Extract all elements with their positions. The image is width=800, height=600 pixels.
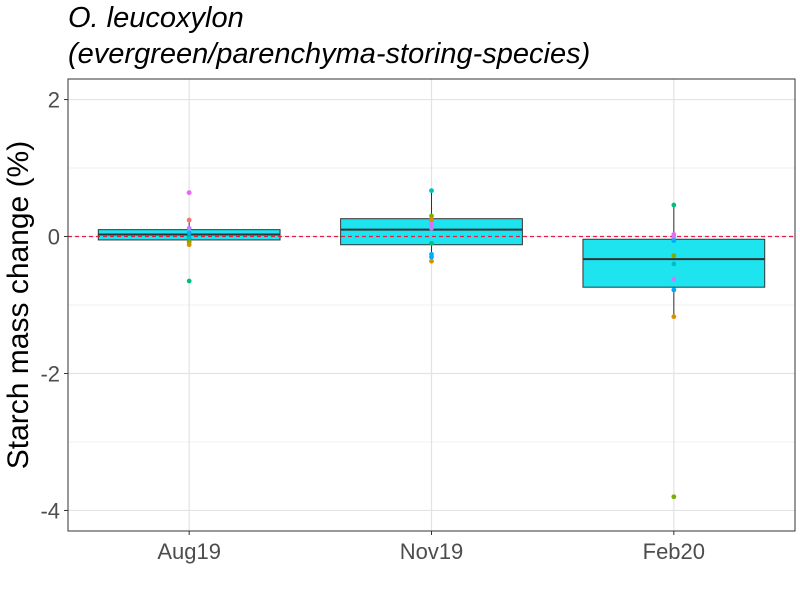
data-point xyxy=(429,213,434,219)
data-point xyxy=(429,217,434,223)
data-point xyxy=(671,261,677,267)
data-point xyxy=(186,278,192,284)
data-point xyxy=(186,230,192,236)
data-point xyxy=(671,202,677,208)
x-tick-label: Feb20 xyxy=(643,539,705,564)
y-axis-label: Starch mass change (%) xyxy=(2,141,35,469)
data-point xyxy=(671,238,677,244)
data-point xyxy=(186,242,192,248)
data-point xyxy=(429,188,434,194)
data-point xyxy=(429,221,434,227)
data-point xyxy=(186,190,192,196)
x-tick-label: Aug19 xyxy=(157,539,221,564)
data-point xyxy=(186,225,192,231)
data-point xyxy=(429,258,434,264)
y-tick-label: 0 xyxy=(48,225,60,250)
data-point xyxy=(186,235,192,241)
chart-title-line2: (evergreen/parenchyma-storing-species) xyxy=(68,38,591,70)
y-tick-label: -2 xyxy=(40,361,60,386)
data-point xyxy=(671,494,677,500)
chart-title-line1: O. leucoxylon xyxy=(68,2,244,34)
x-tick-label: Nov19 xyxy=(400,539,464,564)
points-layer xyxy=(186,188,677,500)
x-axis-ticks: Aug19 Nov19 Feb20 xyxy=(157,531,705,564)
data-point xyxy=(186,217,192,223)
data-point xyxy=(429,240,434,246)
data-point xyxy=(671,253,677,259)
box-feb20 xyxy=(582,205,766,317)
data-point xyxy=(671,314,677,320)
y-tick-label: 2 xyxy=(48,88,60,113)
data-point xyxy=(429,225,434,231)
data-point xyxy=(671,232,677,237)
data-point xyxy=(671,287,677,293)
y-tick-label: -4 xyxy=(40,498,60,523)
data-point xyxy=(671,276,677,282)
data-point xyxy=(429,254,434,260)
y-axis-ticks: -4 -2 0 2 xyxy=(40,88,68,523)
